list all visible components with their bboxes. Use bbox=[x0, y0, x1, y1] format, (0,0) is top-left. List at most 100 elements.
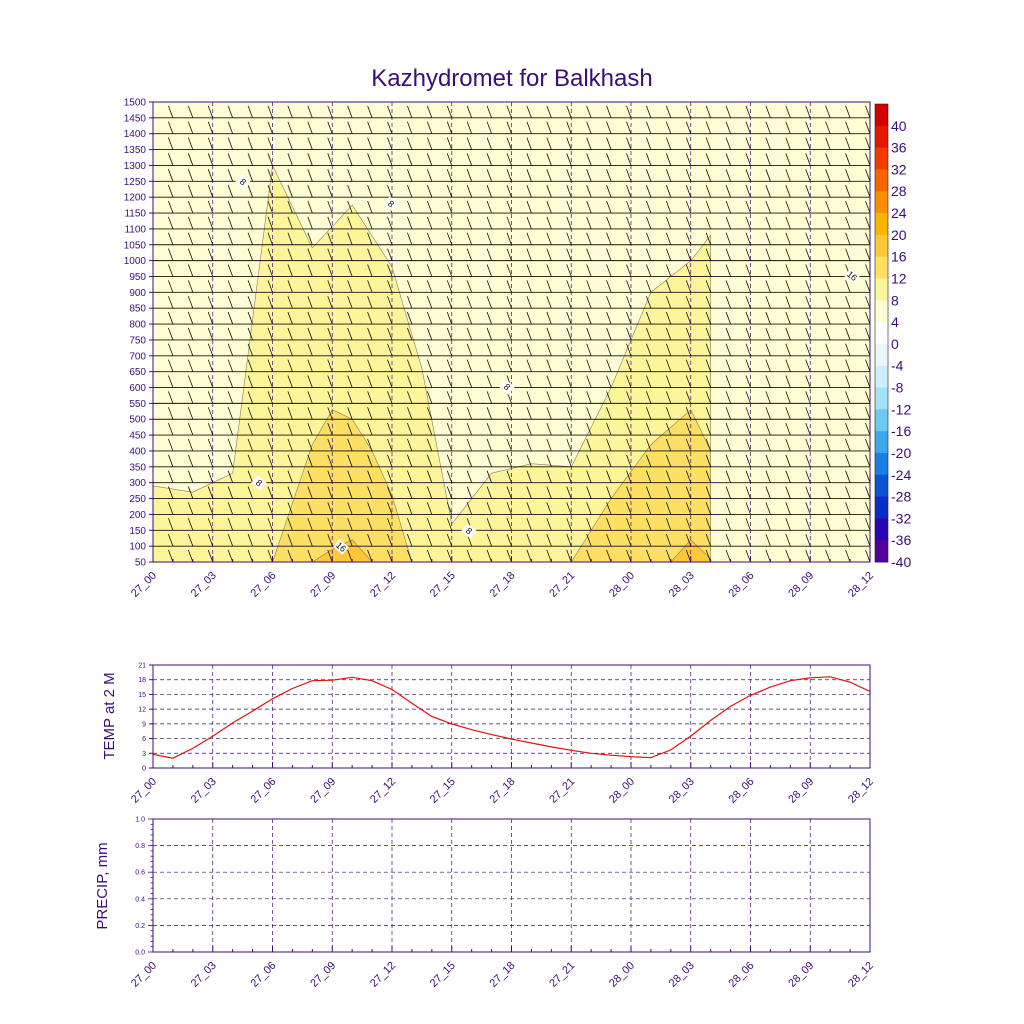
colorbar-swatch bbox=[875, 540, 888, 563]
wind-barb bbox=[785, 185, 791, 198]
wind-barb bbox=[153, 227, 154, 229]
wind-barb bbox=[247, 232, 253, 245]
wind-barb bbox=[327, 422, 333, 436]
wind-barb bbox=[586, 533, 592, 547]
wind-barb bbox=[307, 121, 313, 134]
wind-barb bbox=[825, 549, 831, 562]
wind-barb bbox=[446, 216, 453, 230]
wind-barb bbox=[566, 280, 572, 293]
contour-label: 8 bbox=[386, 199, 396, 210]
wind-barb bbox=[347, 200, 353, 214]
wind-barb bbox=[486, 153, 492, 166]
wind-barb bbox=[526, 185, 532, 198]
wind-barb bbox=[187, 327, 194, 341]
wind-barb bbox=[665, 232, 672, 245]
wind-barb bbox=[307, 454, 313, 467]
temp-tick-label: 15 bbox=[138, 692, 146, 699]
wind-barb bbox=[685, 137, 692, 150]
wind-barb bbox=[845, 454, 851, 467]
wind-barb bbox=[407, 153, 413, 166]
wind-barb bbox=[665, 200, 672, 214]
wind-barb bbox=[307, 153, 313, 166]
time-tick-label: 27_21 bbox=[547, 776, 577, 806]
wind-barb bbox=[646, 533, 652, 547]
wind-barb bbox=[207, 549, 214, 562]
time-tick-label: 27_15 bbox=[428, 960, 458, 990]
wind-barb bbox=[426, 121, 433, 134]
wind-barb bbox=[327, 375, 333, 388]
wind-barb bbox=[626, 486, 632, 499]
wind-barb bbox=[765, 232, 771, 245]
wind-barb bbox=[168, 311, 174, 325]
wind-barb bbox=[466, 391, 473, 404]
wind-barb bbox=[307, 185, 313, 198]
wind-barb bbox=[646, 200, 652, 214]
wind-barb bbox=[466, 438, 473, 452]
colorbar-label: 12 bbox=[891, 270, 907, 286]
wind-barb bbox=[825, 248, 831, 261]
wind-barb bbox=[153, 433, 154, 436]
wind-barb bbox=[227, 327, 234, 341]
wind-barb bbox=[646, 359, 652, 372]
wind-barb bbox=[327, 533, 333, 547]
wind-barb bbox=[805, 248, 811, 261]
wind-barb bbox=[466, 327, 473, 341]
wind-barb bbox=[287, 438, 293, 452]
wind-barb bbox=[646, 296, 652, 309]
wind-barb bbox=[347, 391, 353, 404]
contour-label: 8 bbox=[464, 526, 474, 537]
wind-barb bbox=[705, 422, 712, 436]
pressure-tick-label: 750 bbox=[129, 335, 146, 346]
wind-barb bbox=[307, 407, 313, 420]
wind-barb bbox=[825, 296, 831, 309]
wind-barb bbox=[407, 549, 413, 562]
wind-barb bbox=[745, 296, 751, 309]
wind-barb bbox=[725, 105, 731, 119]
wind-barb bbox=[566, 232, 572, 245]
pressure-tick-label: 1000 bbox=[124, 256, 147, 267]
wind-barb bbox=[506, 438, 512, 452]
wind-barb bbox=[267, 549, 273, 562]
wind-barb bbox=[247, 422, 253, 436]
wind-barb bbox=[327, 169, 333, 182]
wind-barb bbox=[785, 454, 791, 467]
wind-barb bbox=[347, 502, 353, 515]
wind-barb bbox=[168, 264, 174, 277]
wind-barb bbox=[387, 502, 393, 515]
time-tick-label: 27_06 bbox=[249, 776, 279, 806]
wind-barb bbox=[526, 327, 532, 341]
wind-barb bbox=[267, 407, 273, 420]
wind-barb bbox=[506, 264, 512, 277]
wind-barb bbox=[825, 232, 831, 245]
wind-barb bbox=[267, 216, 273, 230]
wind-barb bbox=[466, 280, 473, 293]
wind-barb bbox=[367, 248, 373, 261]
wind-barb bbox=[586, 264, 592, 277]
wind-barb bbox=[287, 216, 293, 230]
wind-barb bbox=[267, 169, 273, 182]
wind-barb bbox=[626, 311, 632, 325]
wind-barb bbox=[646, 248, 652, 261]
wind-barb bbox=[765, 200, 771, 214]
wind-barb bbox=[168, 533, 174, 547]
wind-barb bbox=[665, 311, 672, 325]
wind-barb bbox=[646, 518, 652, 531]
wind-barb bbox=[646, 502, 652, 515]
wind-barb bbox=[685, 311, 692, 325]
wind-barb bbox=[825, 137, 831, 150]
wind-barb bbox=[725, 533, 731, 547]
wind-barb bbox=[566, 121, 572, 134]
wind-barb bbox=[765, 438, 771, 452]
wind-barb bbox=[606, 486, 612, 499]
wind-barb bbox=[785, 533, 791, 547]
wind-barb bbox=[745, 454, 751, 467]
wind-barb bbox=[845, 280, 851, 293]
wind-barb bbox=[745, 343, 751, 356]
wind-barb bbox=[387, 343, 393, 356]
wind-barb bbox=[705, 438, 712, 452]
wind-barb bbox=[506, 137, 512, 150]
wind-barb bbox=[486, 407, 492, 420]
wind-barb bbox=[765, 248, 771, 261]
pressure-tick-label: 300 bbox=[129, 478, 146, 489]
wind-barb bbox=[805, 153, 811, 166]
